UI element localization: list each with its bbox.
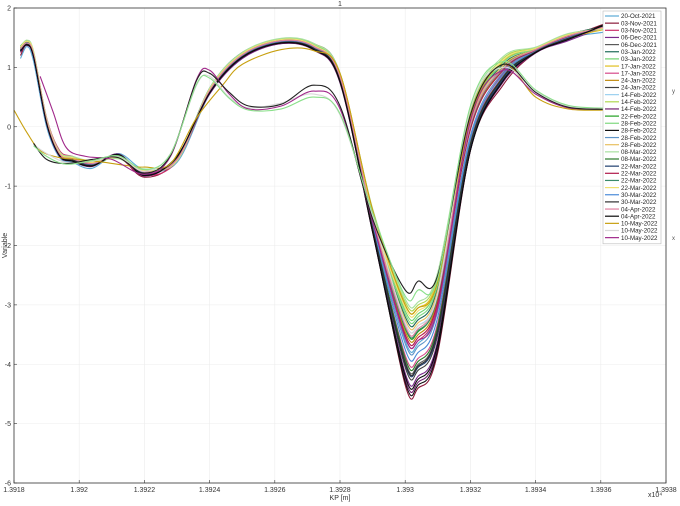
legend-entry[interactable]: 28-Feb-2022 [621, 135, 657, 142]
legend-box [602, 10, 662, 245]
y-tick-label: -2 [5, 243, 11, 250]
x-tick-label: 1.3936 [590, 487, 612, 494]
legend-entry[interactable]: 03-Jan-2022 [621, 49, 656, 56]
y-tick-label: 2 [7, 6, 11, 13]
legend-entry[interactable]: 22-Mar-2022 [621, 171, 657, 178]
legend-entry[interactable]: 22-Feb-2022 [621, 113, 657, 120]
series-line-34 [33, 60, 608, 302]
legend-entry[interactable]: 08-Mar-2022 [621, 156, 657, 163]
y-tick-label: -3 [5, 302, 11, 309]
legend-entry[interactable]: 24-Jan-2022 [621, 78, 656, 85]
series-line-30 [13, 47, 608, 315]
right-edge-label-x: x [672, 236, 675, 242]
plot-area [13, 22, 608, 400]
legend-entry[interactable]: 22-Mar-2022 [621, 185, 657, 192]
y-tick-label: 0 [7, 124, 11, 131]
legend-entry[interactable]: 14-Feb-2022 [621, 99, 657, 106]
figure-title: 1 [338, 1, 342, 8]
legend-entry[interactable]: 06-Dec-2021 [621, 42, 657, 49]
legend-entry[interactable]: 22-Mar-2022 [621, 163, 657, 170]
legend-entry[interactable]: 03-Nov-2021 [621, 20, 657, 27]
legend-entry[interactable]: 30-Mar-2022 [621, 199, 657, 206]
series-line-28 [20, 25, 608, 337]
legend-entry[interactable]: 30-Mar-2022 [621, 192, 657, 199]
legend-entry[interactable]: 03-Nov-2021 [621, 28, 657, 35]
legend-entry[interactable]: 03-Jan-2022 [621, 56, 656, 63]
series-line-29 [20, 23, 608, 390]
right-edge-label-y: y [672, 89, 675, 95]
legend-entry[interactable]: 10-May-2022 [621, 235, 658, 242]
series-line-33 [33, 63, 608, 294]
y-tick-label: -1 [5, 184, 11, 191]
y-tick-label: -5 [5, 421, 11, 428]
legend-entry[interactable]: 17-Jan-2022 [621, 63, 656, 70]
y-tick-label: -4 [5, 362, 11, 369]
legend-entry[interactable]: 04-Apr-2022 [621, 206, 656, 213]
x-tick-label: 1.3918 [3, 487, 25, 494]
y-tick-label: 1 [7, 65, 11, 72]
legend-entry[interactable]: 28-Feb-2022 [621, 142, 657, 149]
x-tick-label: 1.3924 [199, 487, 221, 494]
x-tick-label: 1.3922 [134, 487, 156, 494]
legend-entry[interactable]: 22-Mar-2022 [621, 178, 657, 185]
y-tick-label: -6 [5, 481, 11, 488]
x-tick-label: 1.3932 [460, 487, 482, 494]
legend-entry[interactable]: 06-Dec-2021 [621, 35, 657, 42]
x-tick-label: 1.3926 [264, 487, 286, 494]
y-axis-label: Variable [2, 233, 9, 258]
legend-entry[interactable]: 24-Jan-2022 [621, 85, 656, 92]
legend-entry[interactable]: 14-Feb-2022 [621, 92, 657, 99]
x-tick-label: 1.3938 [655, 487, 677, 494]
legend-entry[interactable]: 08-Mar-2022 [621, 149, 657, 156]
series-line-32 [39, 67, 608, 349]
x-tick-label: 1.392 [70, 487, 88, 494]
legend-entry[interactable]: 10-May-2022 [621, 228, 658, 235]
legend-entry[interactable]: 04-Apr-2022 [621, 213, 656, 220]
legend-entry[interactable]: 17-Jan-2022 [621, 70, 656, 77]
legend-entry[interactable]: 10-May-2022 [621, 221, 658, 228]
legend-entry[interactable]: 14-Feb-2022 [621, 106, 657, 113]
x-tick-label: 1.393 [396, 487, 414, 494]
legend-entry[interactable]: 28-Feb-2022 [621, 128, 657, 135]
x-axis-exponent: x10⁴ [648, 492, 662, 499]
x-axis-label: KP [m] [330, 495, 351, 502]
axis-ticks: 1.3918 1.392 1.3922 1.3924 1.3926 1.3928 1.393… [3, 6, 677, 495]
legend[interactable]: 20-Oct-202103-Nov-202103-Nov-202106-Dec-… [602, 10, 662, 245]
x-tick-label: 1.3934 [525, 487, 547, 494]
legend-entry[interactable]: 20-Oct-2021 [621, 13, 656, 20]
legend-entry[interactable]: 28-Feb-2022 [621, 120, 657, 127]
x-tick-label: 1.3928 [329, 487, 351, 494]
